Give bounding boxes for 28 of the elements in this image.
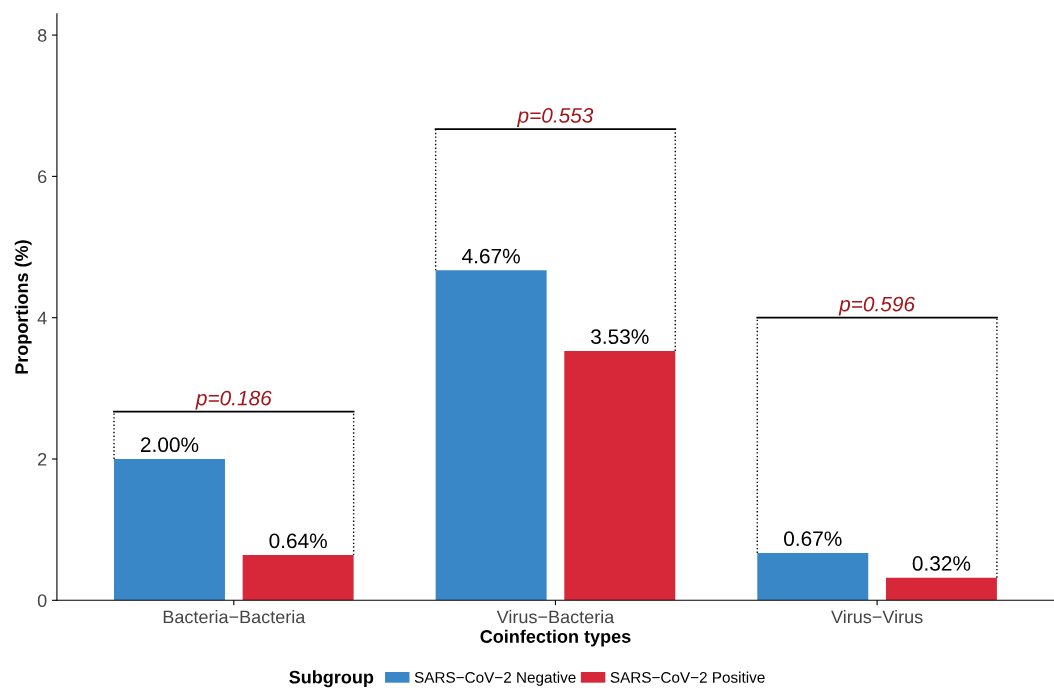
y-tick-label: 6	[38, 170, 47, 184]
legend-label: SARS−CoV−2 Positive	[610, 671, 765, 683]
x-tick-label: Virus−Bacteria	[496, 610, 615, 624]
x-tick-label: Virus−Virus	[831, 610, 923, 624]
x-tick-label: Bacteria−Bacteria	[163, 610, 306, 624]
annotation: p=0.596	[838, 296, 916, 316]
data-label: 3.53%	[591, 329, 649, 345]
bar	[435, 270, 547, 601]
y-tick-label: 8	[37, 29, 47, 42]
annotation: p=0.553	[517, 108, 594, 127]
bar	[114, 459, 225, 601]
data-label: 2.00%	[141, 437, 199, 453]
bar	[564, 350, 676, 601]
x-axis-title: Coinfection types	[480, 629, 631, 647]
data-label: 0.32%	[912, 556, 971, 571]
data-label: 0.67%	[784, 531, 842, 547]
y-tick-label: 0	[37, 594, 47, 608]
data-label: 0.64%	[269, 533, 327, 549]
y-axis-title: Proportions (%)	[14, 240, 32, 374]
y-tick-label: 4	[37, 311, 47, 325]
annotation: p=0.186	[195, 390, 272, 410]
legend-label: SARS−CoV−2 Negative	[414, 671, 576, 686]
bar	[885, 577, 997, 601]
legend-title: Subgroup	[289, 670, 374, 688]
data-label: 4.67%	[462, 248, 520, 264]
bar	[757, 552, 869, 601]
bar	[242, 555, 354, 601]
y-tick-label: 2	[38, 452, 47, 466]
